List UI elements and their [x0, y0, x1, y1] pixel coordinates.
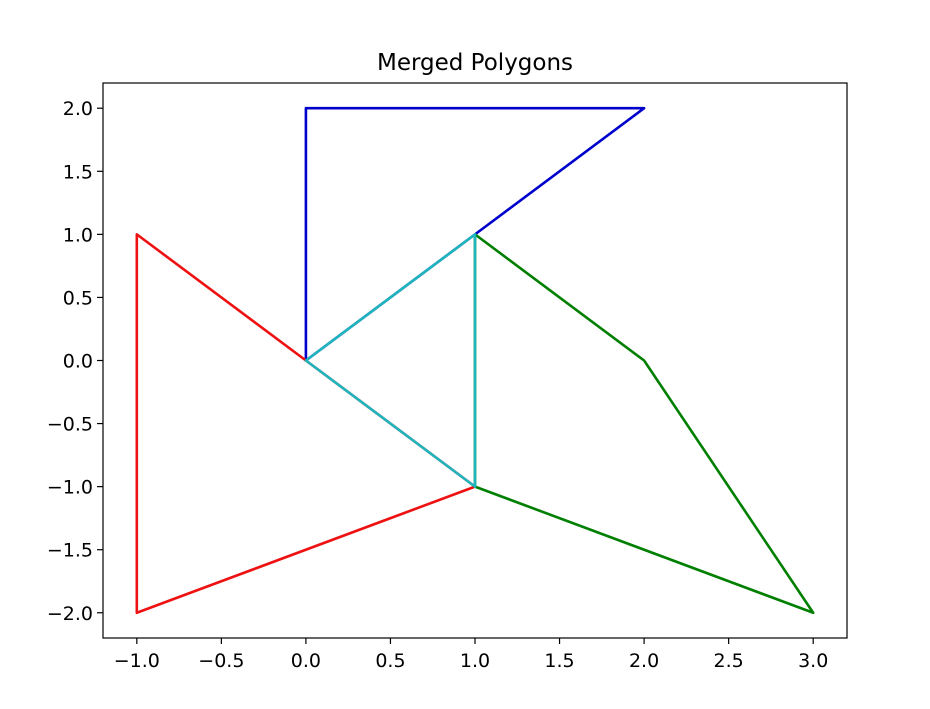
x-axis: −1.0 −0.5 0.0 0.5 1.0 1.5 2.0 2.5 3.0	[114, 638, 828, 672]
x-tick-label: −0.5	[198, 650, 244, 672]
y-axis: 2.0 1.5 1.0 0.5 0.0 −0.5 −1.0 −1.5 −2.0	[47, 98, 103, 625]
x-tick-label: 2.0	[629, 650, 659, 672]
x-tick-label: 0.0	[291, 650, 321, 672]
x-tick-label: 2.5	[714, 650, 744, 672]
y-tick-label: −1.0	[47, 477, 93, 499]
chart-title: Merged Polygons	[377, 50, 573, 76]
x-tick-label: −1.0	[114, 650, 160, 672]
x-tick-label: 1.5	[544, 650, 574, 672]
y-tick-label: 1.5	[63, 161, 93, 183]
x-tick-label: 1.0	[460, 650, 490, 672]
y-tick-label: −0.5	[47, 414, 93, 436]
series-line-3	[473, 233, 815, 615]
series-line-4	[304, 233, 477, 488]
series-layer	[135, 106, 815, 615]
y-tick-label: 0.0	[63, 351, 93, 373]
y-tick-label: −2.0	[47, 603, 93, 625]
y-tick-label: 2.0	[63, 98, 93, 120]
y-tick-label: 1.0	[63, 224, 93, 246]
y-tick-label: 0.5	[63, 287, 93, 309]
x-tick-label: 3.0	[798, 650, 828, 672]
y-tick-label: −1.5	[47, 540, 93, 562]
x-tick-label: 0.5	[375, 650, 405, 672]
